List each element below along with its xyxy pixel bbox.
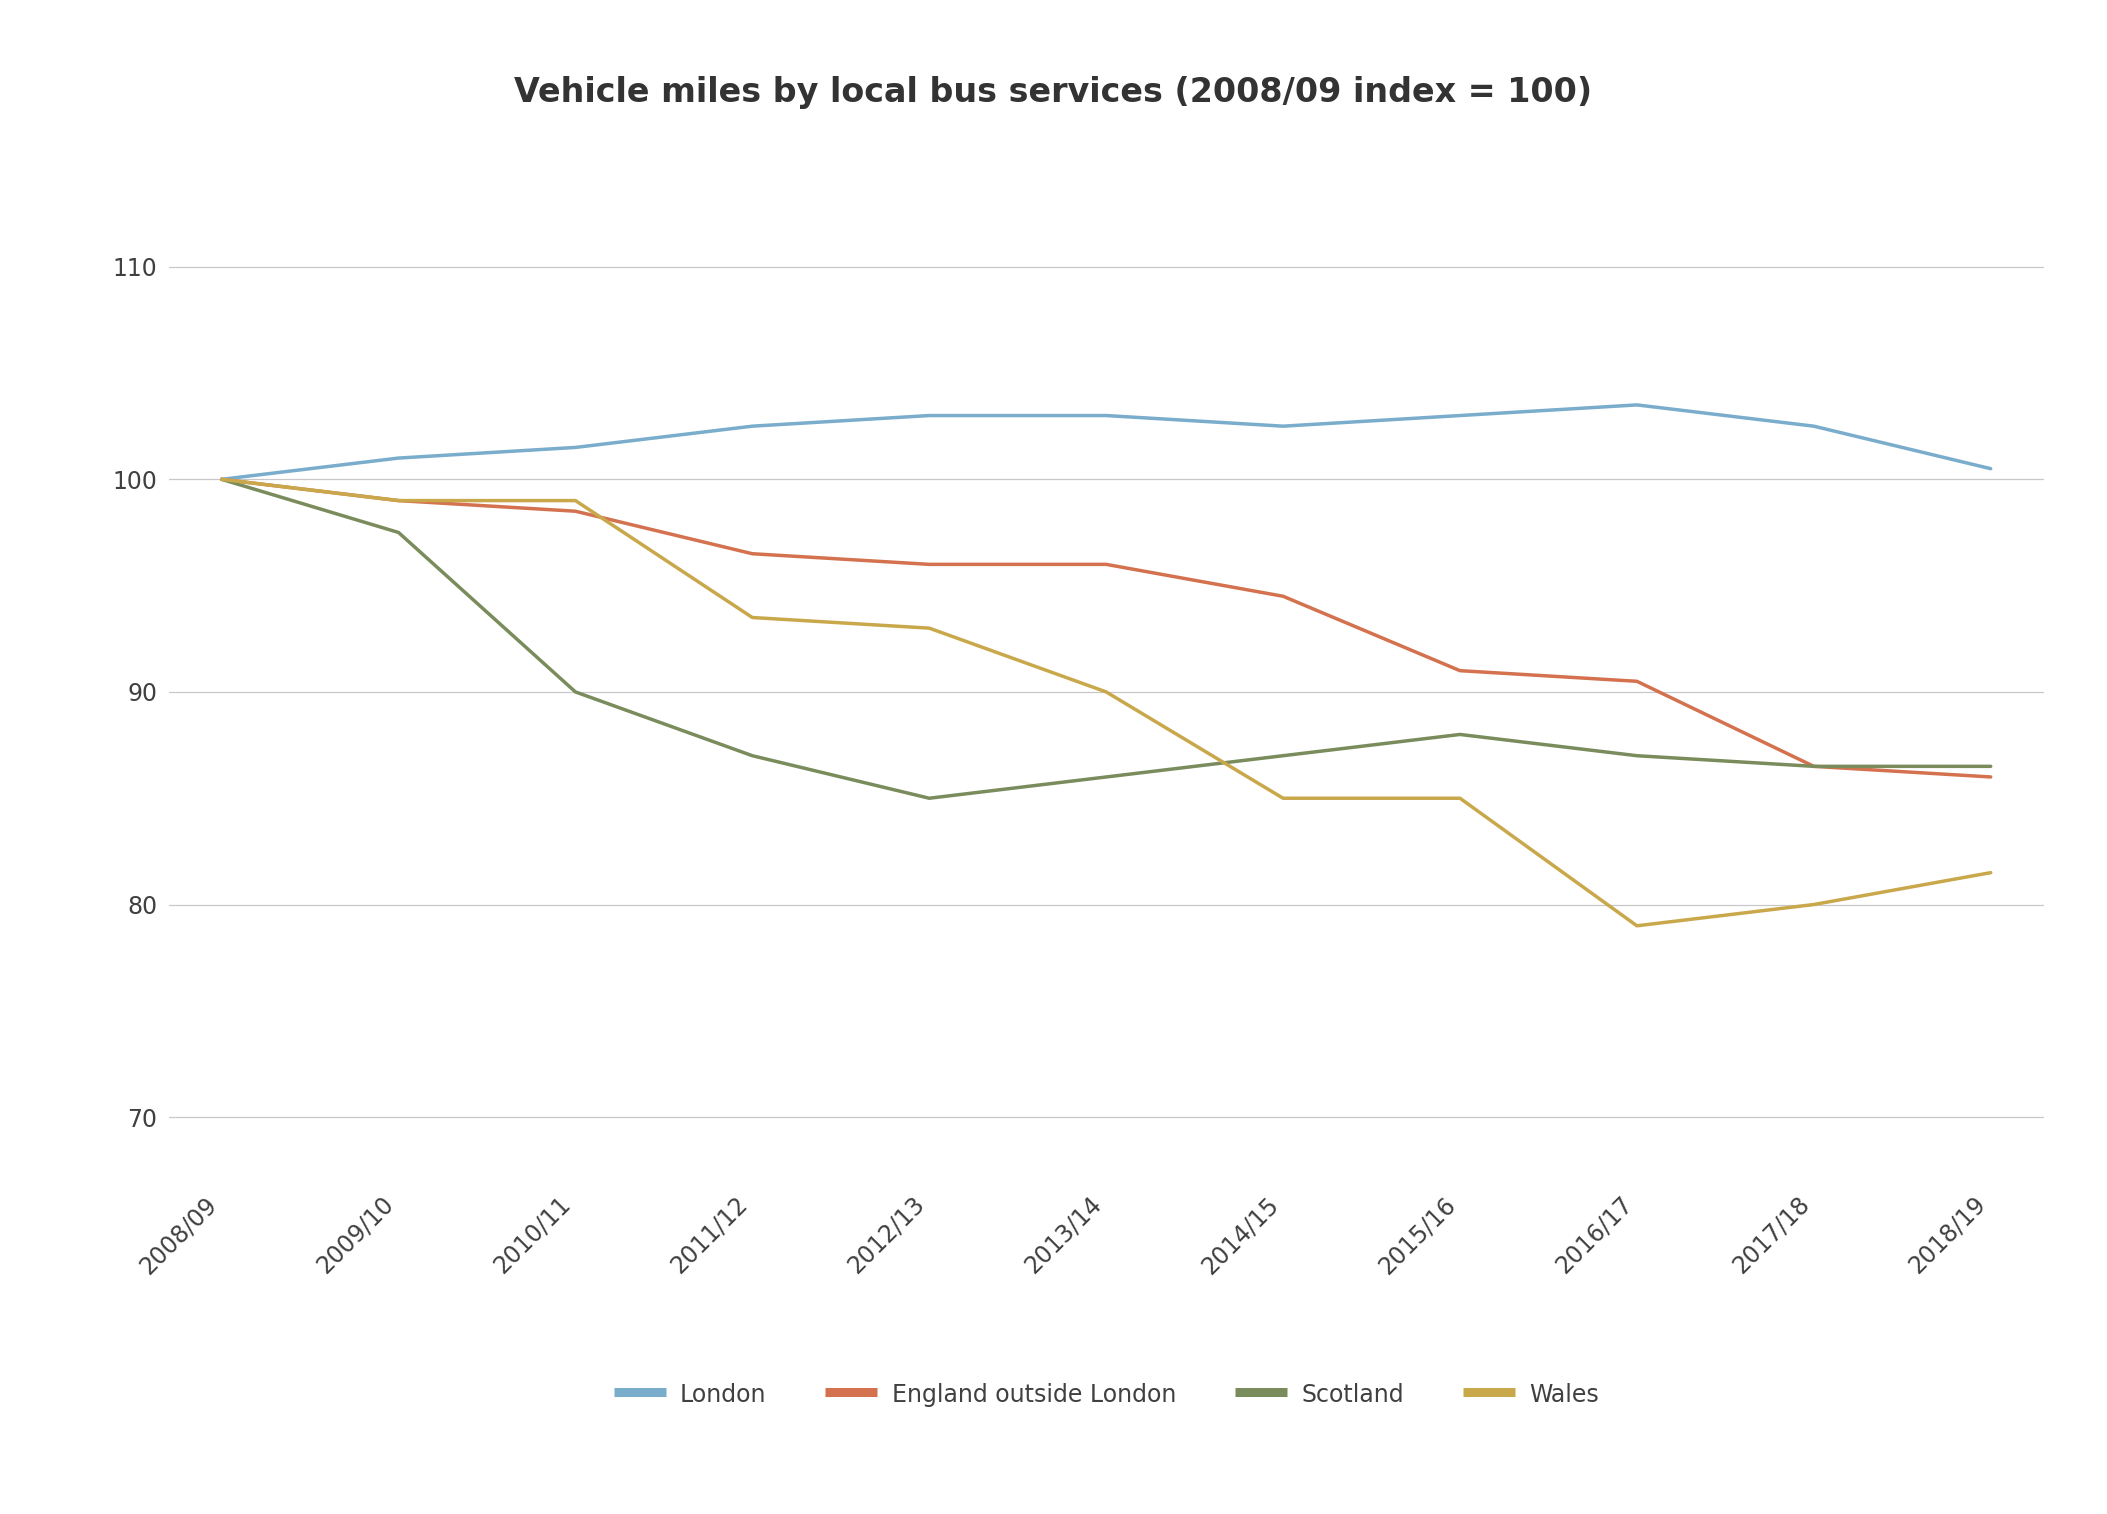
Line: Wales: Wales [221, 480, 1991, 925]
England outside London [917, 556, 942, 574]
England outside London [1978, 768, 2004, 786]
England outside London [1094, 556, 1119, 574]
Wales [740, 609, 765, 627]
England outside London [740, 545, 765, 563]
Wales [209, 471, 234, 489]
London [209, 471, 234, 489]
London [917, 406, 942, 424]
Wales [1624, 916, 1650, 934]
London [1271, 416, 1296, 435]
London [1978, 460, 2004, 478]
England outside London [1271, 587, 1296, 606]
England outside London [386, 492, 411, 510]
Wales [1978, 863, 2004, 881]
Wales [563, 492, 588, 510]
London [1801, 416, 1827, 435]
Scotland [917, 789, 942, 807]
London [1094, 406, 1119, 424]
Wales [917, 619, 942, 637]
Wales [1448, 789, 1473, 807]
England outside London [1624, 672, 1650, 690]
Scotland [1094, 768, 1119, 786]
Scotland [563, 683, 588, 701]
Wales [1801, 895, 1827, 913]
London [1448, 406, 1473, 424]
Line: London: London [221, 404, 1991, 480]
Scotland [740, 746, 765, 765]
England outside London [1448, 662, 1473, 680]
Line: England outside London: England outside London [221, 480, 1991, 777]
Line: Scotland: Scotland [221, 480, 1991, 798]
Wales [1271, 789, 1296, 807]
London [1624, 395, 1650, 413]
London [386, 450, 411, 468]
Wales [1094, 683, 1119, 701]
Scotland [1624, 746, 1650, 765]
Scotland [1978, 757, 2004, 775]
Legend: London, England outside London, Scotland, Wales: London, England outside London, Scotland… [605, 1373, 1608, 1417]
Text: Vehicle miles by local bus services (2008/09 index = 100): Vehicle miles by local bus services (200… [514, 76, 1593, 109]
Scotland [1448, 725, 1473, 743]
Scotland [1801, 757, 1827, 775]
Scotland [1271, 746, 1296, 765]
England outside London [1801, 757, 1827, 775]
London [563, 439, 588, 457]
Scotland [386, 524, 411, 542]
England outside London [563, 503, 588, 521]
Wales [386, 492, 411, 510]
London [740, 416, 765, 435]
England outside London [209, 471, 234, 489]
Scotland [209, 471, 234, 489]
